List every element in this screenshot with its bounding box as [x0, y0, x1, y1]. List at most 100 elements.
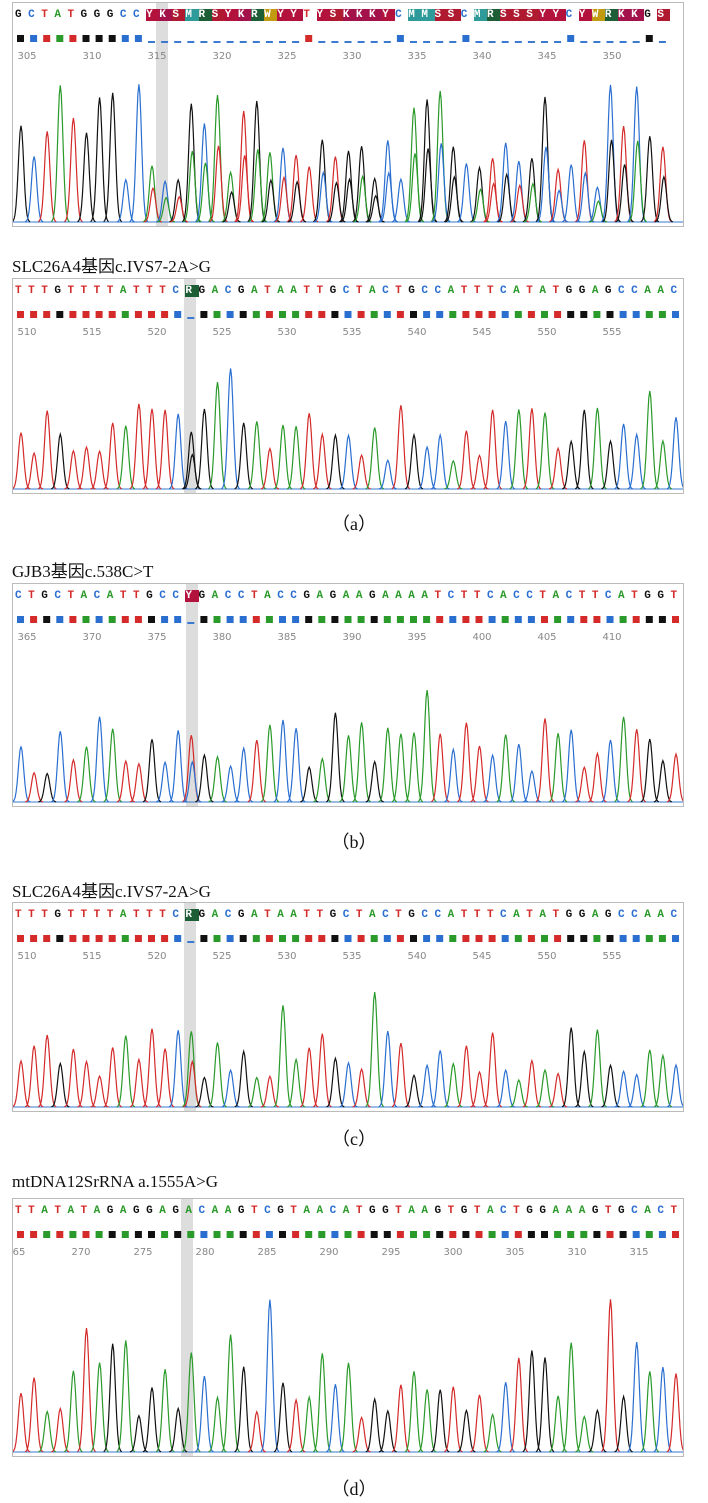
quality-square	[161, 1231, 169, 1238]
quality-square	[436, 616, 444, 623]
chromatogram: TTTGTTTTATTTCRGACGATAATTGCTACTGCCATTTCAT…	[12, 902, 684, 1112]
quality-square	[121, 616, 129, 623]
quality-square	[514, 616, 522, 623]
quality-square	[56, 935, 64, 942]
peak	[496, 1382, 515, 1453]
peak	[13, 1058, 31, 1108]
quality-dash	[292, 41, 300, 43]
quality-dash	[213, 41, 221, 43]
quality-square	[43, 311, 51, 318]
quality-square	[318, 616, 326, 623]
peak	[90, 97, 110, 223]
quality-square	[134, 35, 142, 42]
quality-square	[252, 1231, 260, 1238]
peak	[483, 1412, 502, 1453]
peak	[247, 1076, 266, 1108]
peak	[561, 439, 581, 490]
quality-square	[226, 935, 234, 942]
peak	[90, 449, 109, 490]
quality-square	[423, 616, 431, 623]
quality-square	[396, 311, 404, 318]
quality-square	[82, 616, 90, 623]
quality-square	[488, 935, 496, 942]
position-label: 335	[407, 51, 427, 62]
quality-square	[410, 1231, 417, 1238]
peak	[326, 432, 345, 490]
position-label: 340	[472, 51, 492, 62]
peak	[575, 1414, 594, 1453]
peak	[640, 738, 660, 803]
quality-square	[672, 935, 679, 942]
peak	[51, 431, 70, 490]
quality-square	[383, 1231, 391, 1238]
quality-square	[213, 616, 221, 623]
quality-square	[30, 1231, 38, 1238]
quality-dash	[239, 41, 247, 43]
quality-square	[95, 935, 103, 942]
peak	[404, 732, 424, 803]
peak	[378, 1030, 398, 1108]
quality-square	[305, 35, 313, 42]
quality-square	[108, 616, 116, 623]
position-label: 290	[319, 1247, 339, 1258]
peak	[90, 716, 109, 803]
quality-square	[331, 311, 339, 318]
quality-square	[82, 35, 90, 42]
peak	[129, 84, 149, 223]
quality-square	[30, 35, 38, 42]
position-label: 345	[537, 51, 557, 62]
peak	[286, 1397, 306, 1453]
peak	[483, 409, 502, 490]
peak	[627, 432, 646, 490]
quality-square	[344, 616, 352, 623]
peak	[640, 136, 660, 223]
position-label: 295	[381, 1247, 401, 1258]
quality-square	[541, 1231, 548, 1238]
peak	[286, 1057, 306, 1108]
quality-square	[279, 311, 286, 318]
quality-dash	[449, 41, 457, 43]
peak	[627, 1342, 647, 1453]
peak	[168, 1030, 188, 1108]
position-label: 285	[257, 1247, 277, 1258]
quality-square	[187, 1231, 195, 1238]
quality-dash	[187, 41, 195, 43]
quality-dash	[187, 941, 195, 943]
peak	[273, 1382, 293, 1453]
quality-square	[436, 311, 444, 318]
trace	[13, 279, 683, 493]
peak	[221, 764, 240, 803]
quality-square	[292, 1231, 300, 1238]
position-label: 65	[12, 1247, 26, 1258]
quality-square	[580, 935, 588, 942]
quality-square	[174, 935, 182, 942]
quality-square	[265, 1231, 273, 1238]
quality-square	[541, 935, 548, 942]
quality-square	[475, 311, 483, 318]
quality-square	[475, 616, 483, 623]
quality-square	[43, 935, 51, 942]
quality-square	[410, 935, 417, 942]
peak	[417, 1063, 437, 1108]
peak	[286, 728, 306, 803]
quality-square	[488, 616, 496, 623]
panel-title: mtDNA12SrRNA a.1555A>G	[12, 1172, 219, 1191]
panel-caption: （a）	[332, 514, 376, 534]
quality-square	[134, 311, 142, 318]
base-calls: TTTGTTTTATTTCRGACGATAATTGCTACTGCCATTTCAT…	[15, 285, 684, 297]
quality-square	[396, 1231, 404, 1238]
peak	[51, 1061, 70, 1108]
quality-square	[527, 311, 535, 318]
quality-square	[17, 35, 24, 42]
highlight-column	[184, 903, 196, 1111]
peak	[444, 1061, 463, 1108]
base-calls: TTATATAGAGGAGACAAGTCGTAACATGGTAAGTGTACTG…	[15, 1205, 684, 1217]
peak	[299, 1047, 319, 1108]
chromatogram: GCTATGGGCCYKSMRSYKRWYYTYSKKKYCMMSSCMRSSS…	[12, 2, 684, 227]
quality-square	[30, 311, 38, 318]
position-label: 545	[472, 951, 492, 962]
quality-square	[449, 311, 457, 318]
quality-square	[174, 1231, 182, 1238]
peak	[666, 1373, 683, 1453]
